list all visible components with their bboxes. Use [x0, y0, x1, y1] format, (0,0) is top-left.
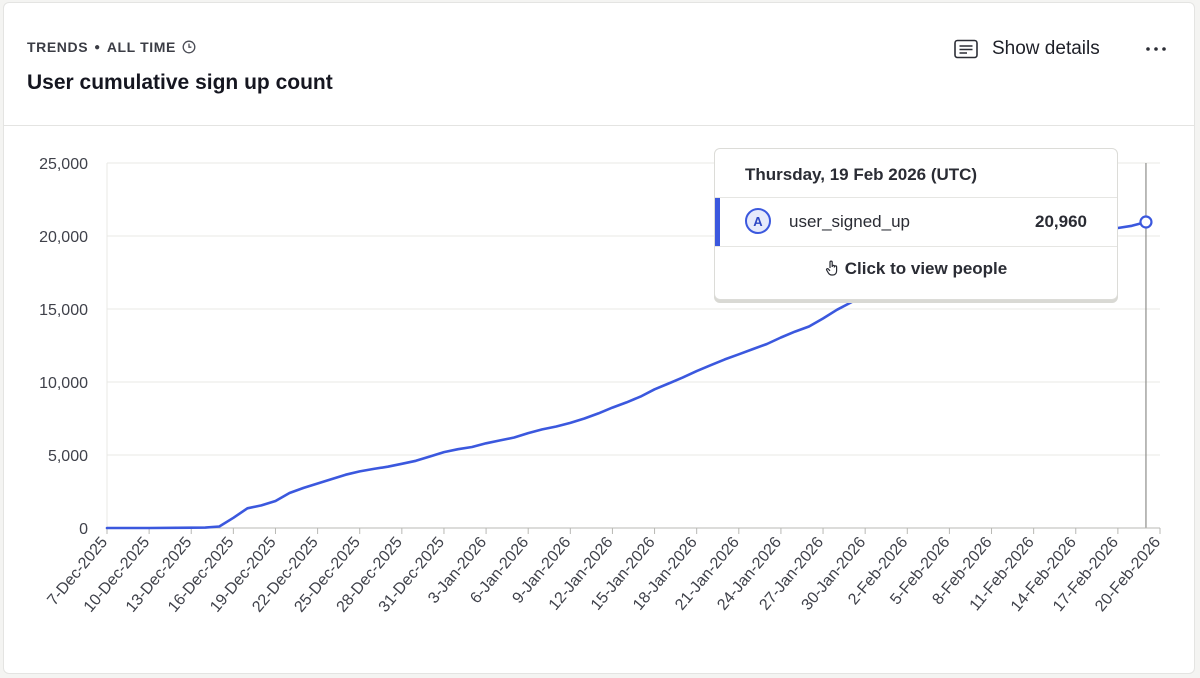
meta-separator-dot: ● — [94, 41, 101, 53]
y-tick-label: 10,000 — [39, 375, 88, 392]
y-tick-labels: 0 5,000 10,000 15,000 20,000 25,000 — [39, 156, 88, 538]
view-people-label: Click to view people — [844, 259, 1008, 278]
series-value: 20,960 — [1035, 212, 1087, 231]
more-horizontal-icon[interactable] — [1140, 37, 1172, 61]
view-people-link[interactable]: Click to view people — [715, 259, 1117, 279]
insight-kind: TRENDS — [27, 39, 89, 55]
chart-tooltip: Thursday, 19 Feb 2026 (UTC) A user_signe… — [714, 148, 1118, 300]
highlighted-point[interactable] — [1139, 215, 1153, 229]
y-tick-label: 5,000 — [48, 448, 88, 465]
y-tick-label: 0 — [79, 521, 88, 538]
clock-icon[interactable] — [182, 40, 196, 54]
insight-meta: TRENDS ● ALL TIME — [27, 39, 196, 55]
axes — [106, 163, 1161, 534]
x-tick-labels: 7-Dec-202510-Dec-202513-Dec-202516-Dec-2… — [44, 534, 1164, 616]
card-header: TRENDS ● ALL TIME User cumulative sign u… — [4, 3, 1194, 126]
date-range: ALL TIME — [106, 39, 176, 55]
details-list-icon — [954, 39, 978, 59]
y-tick-label: 20,000 — [39, 229, 88, 246]
tooltip-date: Thursday, 19 Feb 2026 (UTC) — [745, 165, 978, 184]
hand-pointer-icon — [825, 260, 837, 276]
insight-card: TRENDS ● ALL TIME User cumulative sign u… — [3, 2, 1195, 674]
insight-title: User cumulative sign up count — [27, 71, 333, 94]
show-details-label: Show details — [992, 38, 1100, 59]
y-tick-label: 15,000 — [39, 302, 88, 319]
series-color-bar — [715, 198, 720, 246]
show-details-button[interactable]: Show details — [948, 33, 1106, 65]
series-badge: A — [745, 208, 771, 234]
tooltip-series-row: A user_signed_up 20,960 — [715, 197, 1117, 247]
y-tick-label: 25,000 — [39, 156, 88, 173]
series-name: user_signed_up — [789, 212, 910, 231]
